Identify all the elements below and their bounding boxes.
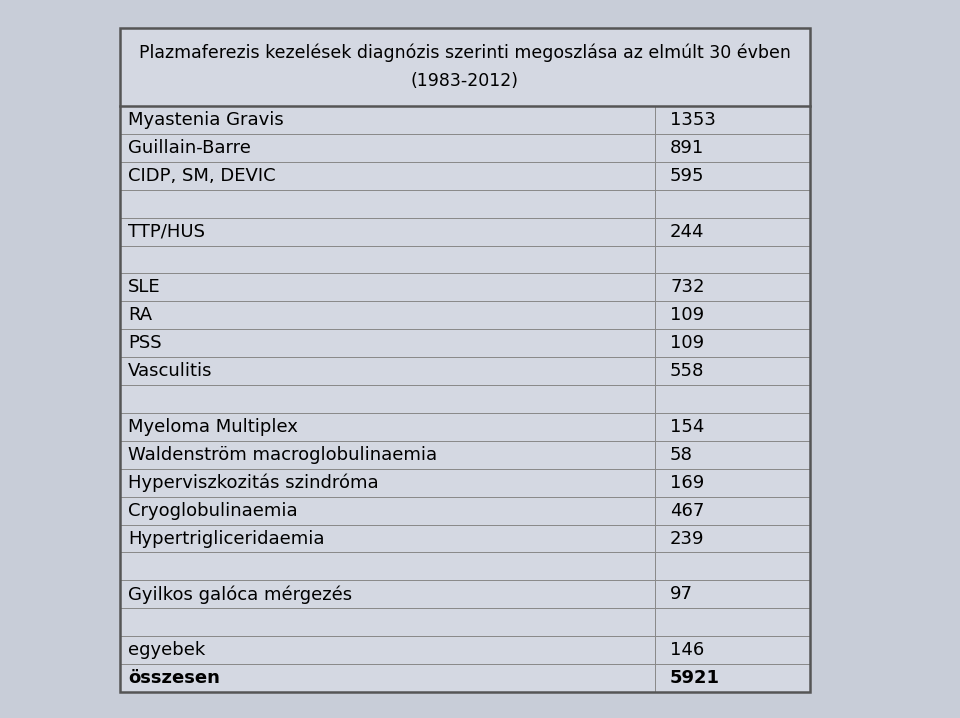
Text: 5921: 5921 bbox=[670, 669, 720, 687]
Text: Hyperviszkozitás szindróma: Hyperviszkozitás szindróma bbox=[128, 473, 378, 492]
Text: Guillain-Barre: Guillain-Barre bbox=[128, 139, 251, 157]
Bar bbox=[120, 497, 810, 525]
Bar bbox=[120, 525, 810, 552]
Text: Waldenström macroglobulinaemia: Waldenström macroglobulinaemia bbox=[128, 446, 437, 464]
Text: TTP/HUS: TTP/HUS bbox=[128, 223, 205, 241]
Text: 595: 595 bbox=[670, 167, 705, 185]
Text: 109: 109 bbox=[670, 334, 704, 353]
Bar bbox=[120, 302, 810, 330]
Bar bbox=[120, 274, 810, 302]
Text: összesen: összesen bbox=[128, 669, 220, 687]
Bar bbox=[120, 218, 810, 246]
Text: Myastenia Gravis: Myastenia Gravis bbox=[128, 111, 284, 129]
Text: 169: 169 bbox=[670, 474, 705, 492]
Text: RA: RA bbox=[128, 307, 152, 325]
Text: 891: 891 bbox=[670, 139, 705, 157]
Bar bbox=[120, 28, 810, 106]
Bar bbox=[120, 246, 810, 274]
Bar bbox=[120, 357, 810, 385]
Text: PSS: PSS bbox=[128, 334, 161, 353]
Text: 239: 239 bbox=[670, 529, 705, 548]
Text: 97: 97 bbox=[670, 585, 693, 603]
Text: Plazmaferezis kezelések diagnózis szerinti megoszlása az elmúlt 30 évben: Plazmaferezis kezelések diagnózis szerin… bbox=[139, 44, 791, 62]
Text: 467: 467 bbox=[670, 502, 705, 520]
Bar bbox=[120, 608, 810, 636]
Text: 558: 558 bbox=[670, 362, 705, 380]
Text: 146: 146 bbox=[670, 641, 705, 659]
Bar bbox=[120, 385, 810, 413]
Text: 1353: 1353 bbox=[670, 111, 716, 129]
Text: CIDP, SM, DEVIC: CIDP, SM, DEVIC bbox=[128, 167, 276, 185]
Bar bbox=[120, 134, 810, 162]
Text: egyebek: egyebek bbox=[128, 641, 205, 659]
Text: Gyilkos galóca mérgezés: Gyilkos galóca mérgezés bbox=[128, 585, 352, 604]
Bar bbox=[120, 636, 810, 664]
Text: Hypertrigliceridaemia: Hypertrigliceridaemia bbox=[128, 529, 324, 548]
Text: 732: 732 bbox=[670, 279, 705, 297]
Bar bbox=[120, 28, 810, 692]
Text: Cryoglobulinaemia: Cryoglobulinaemia bbox=[128, 502, 298, 520]
Bar bbox=[120, 162, 810, 190]
Bar bbox=[120, 413, 810, 441]
Text: SLE: SLE bbox=[128, 279, 160, 297]
Bar bbox=[120, 330, 810, 357]
Bar bbox=[120, 552, 810, 580]
Text: 58: 58 bbox=[670, 446, 693, 464]
Text: 244: 244 bbox=[670, 223, 705, 241]
Text: Myeloma Multiplex: Myeloma Multiplex bbox=[128, 418, 298, 436]
Bar bbox=[120, 469, 810, 497]
Bar bbox=[120, 441, 810, 469]
Bar bbox=[120, 580, 810, 608]
Bar bbox=[120, 190, 810, 218]
Bar bbox=[120, 664, 810, 692]
Bar bbox=[120, 106, 810, 134]
Text: Vasculitis: Vasculitis bbox=[128, 362, 212, 380]
Text: 109: 109 bbox=[670, 307, 704, 325]
Text: (1983-2012): (1983-2012) bbox=[411, 72, 519, 90]
Text: 154: 154 bbox=[670, 418, 705, 436]
